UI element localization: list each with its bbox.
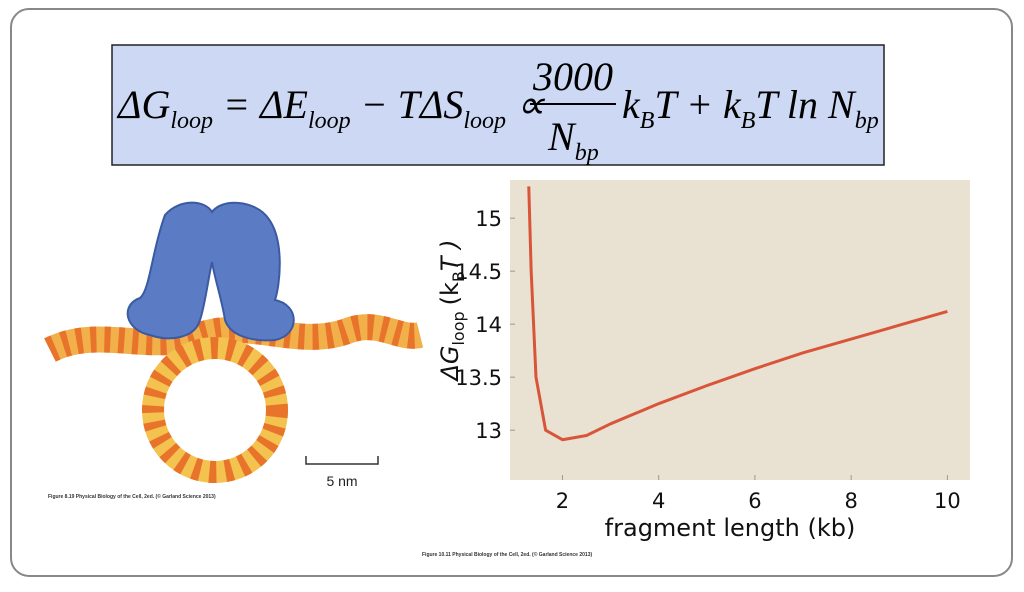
- x-tick-label: 2: [556, 489, 569, 513]
- y-label-unit-sub: B: [449, 271, 468, 282]
- figure-caption: Figure 8.19 Physical Biology of the Cell…: [48, 493, 216, 500]
- y-tick-label: 14.5: [455, 260, 502, 284]
- eq-term: k: [622, 82, 641, 127]
- equation-box: [111, 44, 885, 166]
- data-line: [527, 186, 948, 442]
- x-tick-label: 4: [652, 489, 665, 513]
- y-tick-label: 13: [475, 419, 502, 443]
- eq-numerator: 3000: [532, 54, 613, 99]
- x-tick-label: 6: [748, 489, 761, 513]
- x-axis-label: fragment length (kb): [605, 514, 856, 542]
- x-tick-label: 8: [844, 489, 857, 513]
- equation-left: ΔGloop = ΔEloop − TΔSloop ∝: [116, 82, 546, 134]
- y-label-main: ΔG: [436, 346, 464, 383]
- eq-term: T ln N: [755, 82, 857, 127]
- y-label-unit-end: T ): [436, 239, 464, 271]
- eq-term: − TΔS: [351, 82, 464, 127]
- eq-sub: bp: [575, 140, 599, 166]
- y-axis-label: ΔGloop (kBT ): [436, 239, 468, 382]
- eq-denominator: Nbp: [547, 114, 599, 166]
- molecule-image: [44, 201, 424, 483]
- eq-sub: B: [741, 108, 756, 134]
- y-tick-label: 14: [475, 313, 502, 337]
- scale-label: 5 nm: [326, 473, 357, 489]
- eq-sub: B: [640, 108, 655, 134]
- repressor-protein: [126, 201, 295, 342]
- equation-right: kBT + kBT ln Nbp: [622, 82, 879, 134]
- figure-caption: Figure 10.11 Physical Biology of the Cel…: [422, 551, 592, 558]
- eq-sub: loop: [308, 108, 351, 134]
- dna-loop-stripes: [142, 337, 288, 483]
- eq-term: N: [547, 114, 577, 159]
- eq-term: T + k: [654, 82, 742, 127]
- plot: 13 13.5 14 14.5 15 2 4 6 8 10: [455, 180, 970, 513]
- y-label-sub: loop: [449, 311, 468, 345]
- y-label-unit: (k: [436, 282, 464, 305]
- plot-area: [510, 180, 970, 480]
- eq-term: ΔG: [116, 82, 170, 127]
- x-tick-label: 10: [934, 489, 961, 513]
- eq-sub: loop: [170, 108, 213, 134]
- eq-term: = ΔE: [213, 82, 308, 127]
- y-tick-label: 13.5: [455, 366, 502, 390]
- eq-sub: bp: [855, 108, 879, 134]
- eq-sub: loop: [463, 108, 506, 134]
- y-tick-label: 15: [475, 207, 502, 231]
- scale-bar: [305, 456, 379, 465]
